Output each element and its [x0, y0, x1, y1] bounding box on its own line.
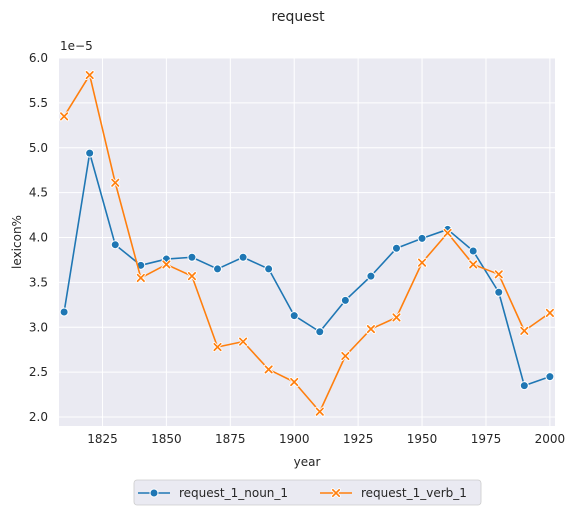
- x-tick-label: 1875: [215, 432, 246, 446]
- data-point: [444, 230, 450, 236]
- data-point: [470, 261, 476, 267]
- legend-label: request_1_noun_1: [179, 486, 288, 500]
- data-point: [188, 253, 196, 261]
- y-tick-label: 2.5: [29, 365, 48, 379]
- data-point: [521, 328, 527, 334]
- data-point: [342, 353, 348, 359]
- data-point: [112, 180, 118, 186]
- legend: request_1_noun_1 request_1_verb_1: [134, 480, 481, 505]
- x-tick-label: 2000: [535, 432, 566, 446]
- data-point: [317, 408, 323, 414]
- y-tick-label: 4.5: [29, 186, 48, 200]
- x-tick-label: 1825: [87, 432, 118, 446]
- y-tick-label: 4.0: [29, 231, 48, 245]
- data-point: [392, 244, 400, 252]
- x-axis-label: year: [294, 455, 321, 469]
- data-point: [418, 234, 426, 242]
- x-tick-label: 1900: [279, 432, 310, 446]
- data-point: [111, 241, 119, 249]
- data-point: [546, 373, 554, 381]
- data-point: [189, 273, 195, 279]
- y-tick-label: 3.5: [29, 275, 48, 289]
- data-point: [265, 366, 271, 372]
- data-point: [367, 272, 375, 280]
- legend-marker: [333, 490, 339, 496]
- data-point: [393, 314, 399, 320]
- x-axis-ticks: 1825 1850 1875 1900 1925 1950 1975 2000: [87, 432, 565, 446]
- legend-marker: [150, 489, 158, 497]
- chart-title: request: [271, 9, 325, 25]
- data-point: [419, 259, 425, 265]
- data-point: [138, 275, 144, 281]
- data-point: [547, 310, 553, 316]
- y-tick-label: 5.5: [29, 96, 48, 110]
- data-point: [496, 271, 502, 277]
- legend-label: request_1_verb_1: [361, 486, 467, 500]
- data-point: [61, 113, 67, 119]
- x-tick-label: 1850: [151, 432, 182, 446]
- data-point: [316, 328, 324, 336]
- y-axis-label: lexicon%: [10, 215, 24, 269]
- plot-area: [59, 58, 555, 426]
- y-scale-label: 1e−5: [60, 39, 93, 53]
- y-tick-label: 2.0: [29, 410, 48, 424]
- data-point: [290, 312, 298, 320]
- x-tick-label: 1975: [471, 432, 502, 446]
- data-point: [214, 265, 222, 273]
- x-tick-label: 1925: [343, 432, 374, 446]
- y-tick-label: 5.0: [29, 141, 48, 155]
- data-point: [163, 261, 169, 267]
- data-point: [86, 72, 92, 78]
- data-point: [239, 253, 247, 261]
- data-point: [265, 265, 273, 273]
- data-point: [60, 308, 68, 316]
- data-point: [495, 288, 503, 296]
- data-point: [520, 382, 528, 390]
- data-point: [469, 247, 477, 255]
- y-tick-label: 6.0: [29, 51, 48, 65]
- x-tick-label: 1950: [407, 432, 438, 446]
- data-point: [240, 338, 246, 344]
- data-point: [368, 326, 374, 332]
- data-point: [291, 379, 297, 385]
- y-tick-label: 3.0: [29, 320, 48, 334]
- data-point: [86, 149, 94, 157]
- data-point: [341, 296, 349, 304]
- data-point: [214, 344, 220, 350]
- y-axis-ticks: 2.0 2.5 3.0 3.5 4.0 4.5 5.0 5.5 6.0: [29, 51, 48, 424]
